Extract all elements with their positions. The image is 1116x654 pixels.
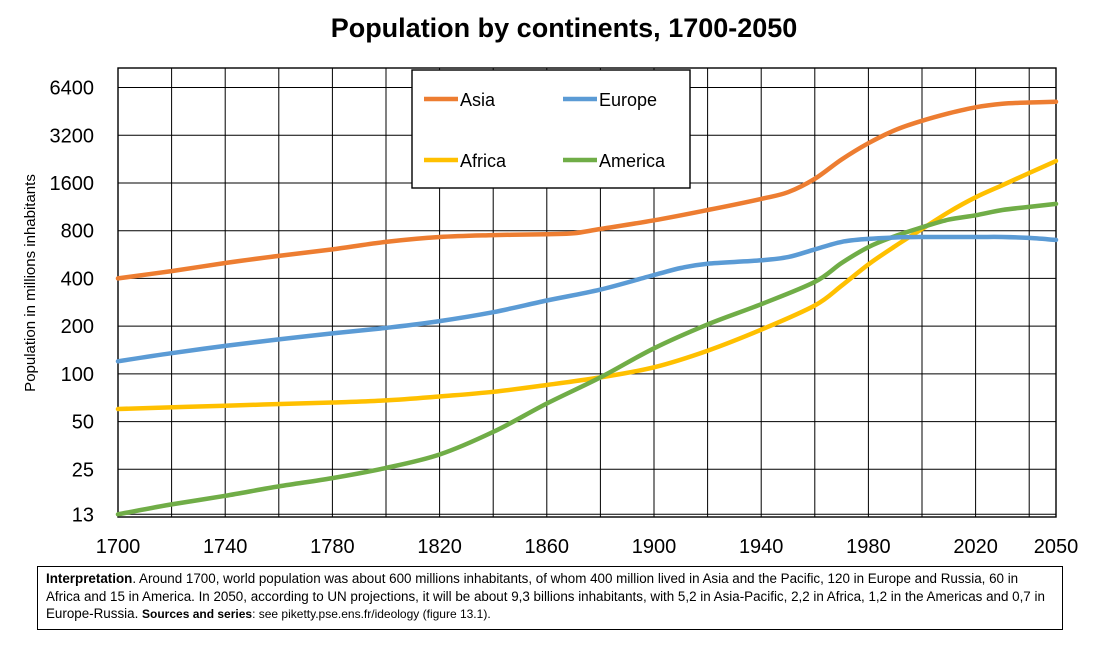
- series-line-europe: [115, 234, 1059, 364]
- legend: Asia Europe Africa America: [411, 69, 691, 189]
- x-tick-label: 2020: [953, 536, 998, 558]
- legend-label-africa: Africa: [460, 151, 507, 171]
- y-axis-ticks: 13 25 50 100 200 400 800 1600 3200 6400: [50, 78, 95, 527]
- sources-label: Sources and series: [142, 607, 253, 621]
- chart-svg: Population by continents, 1700-2050 Popu…: [22, 13, 1079, 558]
- x-tick-label: 1860: [525, 536, 570, 558]
- series-line-america: [115, 201, 1059, 517]
- sources-text: : see piketty.pse.ens.fr/ideology (figur…: [252, 607, 491, 621]
- x-axis-ticks: 1700 1740 1780 1820 1860 1900 1940 1980 2020 2050: [96, 536, 1079, 558]
- x-tick-label: 1700: [96, 536, 141, 558]
- y-tick-label: 200: [61, 316, 94, 338]
- series-line-asia: [115, 99, 1059, 281]
- y-tick-label: 6400: [50, 78, 95, 100]
- x-tick-label: 1820: [417, 536, 462, 558]
- series-line-africa: [115, 158, 1059, 412]
- legend-box: [411, 69, 691, 189]
- x-tick-label: 1780: [310, 536, 355, 558]
- plot-area-border: [117, 67, 1057, 518]
- x-tick-label: 1900: [632, 536, 677, 558]
- legend-label-america: America: [599, 151, 666, 171]
- gridlines: [117, 68, 1057, 517]
- interpretation-label: Interpretation: [46, 571, 133, 586]
- y-axis-label: Population in millions inhabitants: [22, 174, 39, 392]
- y-tick-label: 100: [61, 364, 94, 386]
- y-tick-label: 13: [72, 504, 94, 526]
- interpretation-text: . Around 1700, world population was abou…: [46, 571, 1045, 621]
- legend-label-asia: Asia: [460, 90, 496, 110]
- legend-label-europe: Europe: [599, 90, 657, 110]
- y-tick-label: 1600: [50, 173, 95, 195]
- x-tick-label: 1740: [203, 536, 248, 558]
- y-tick-label: 50: [72, 412, 94, 434]
- interpretation-note: Interpretation. Around 1700, world popul…: [37, 566, 1063, 630]
- chart-title: Population by continents, 1700-2050: [331, 13, 798, 43]
- y-tick-label: 400: [61, 268, 94, 290]
- x-tick-label: 1940: [739, 536, 784, 558]
- y-tick-label: 800: [61, 221, 94, 243]
- x-tick-label: 2050: [1034, 536, 1079, 558]
- y-tick-label: 3200: [50, 125, 95, 147]
- x-tick-label: 1980: [846, 536, 891, 558]
- y-tick-label: 25: [72, 459, 94, 481]
- series-lines: [115, 99, 1059, 517]
